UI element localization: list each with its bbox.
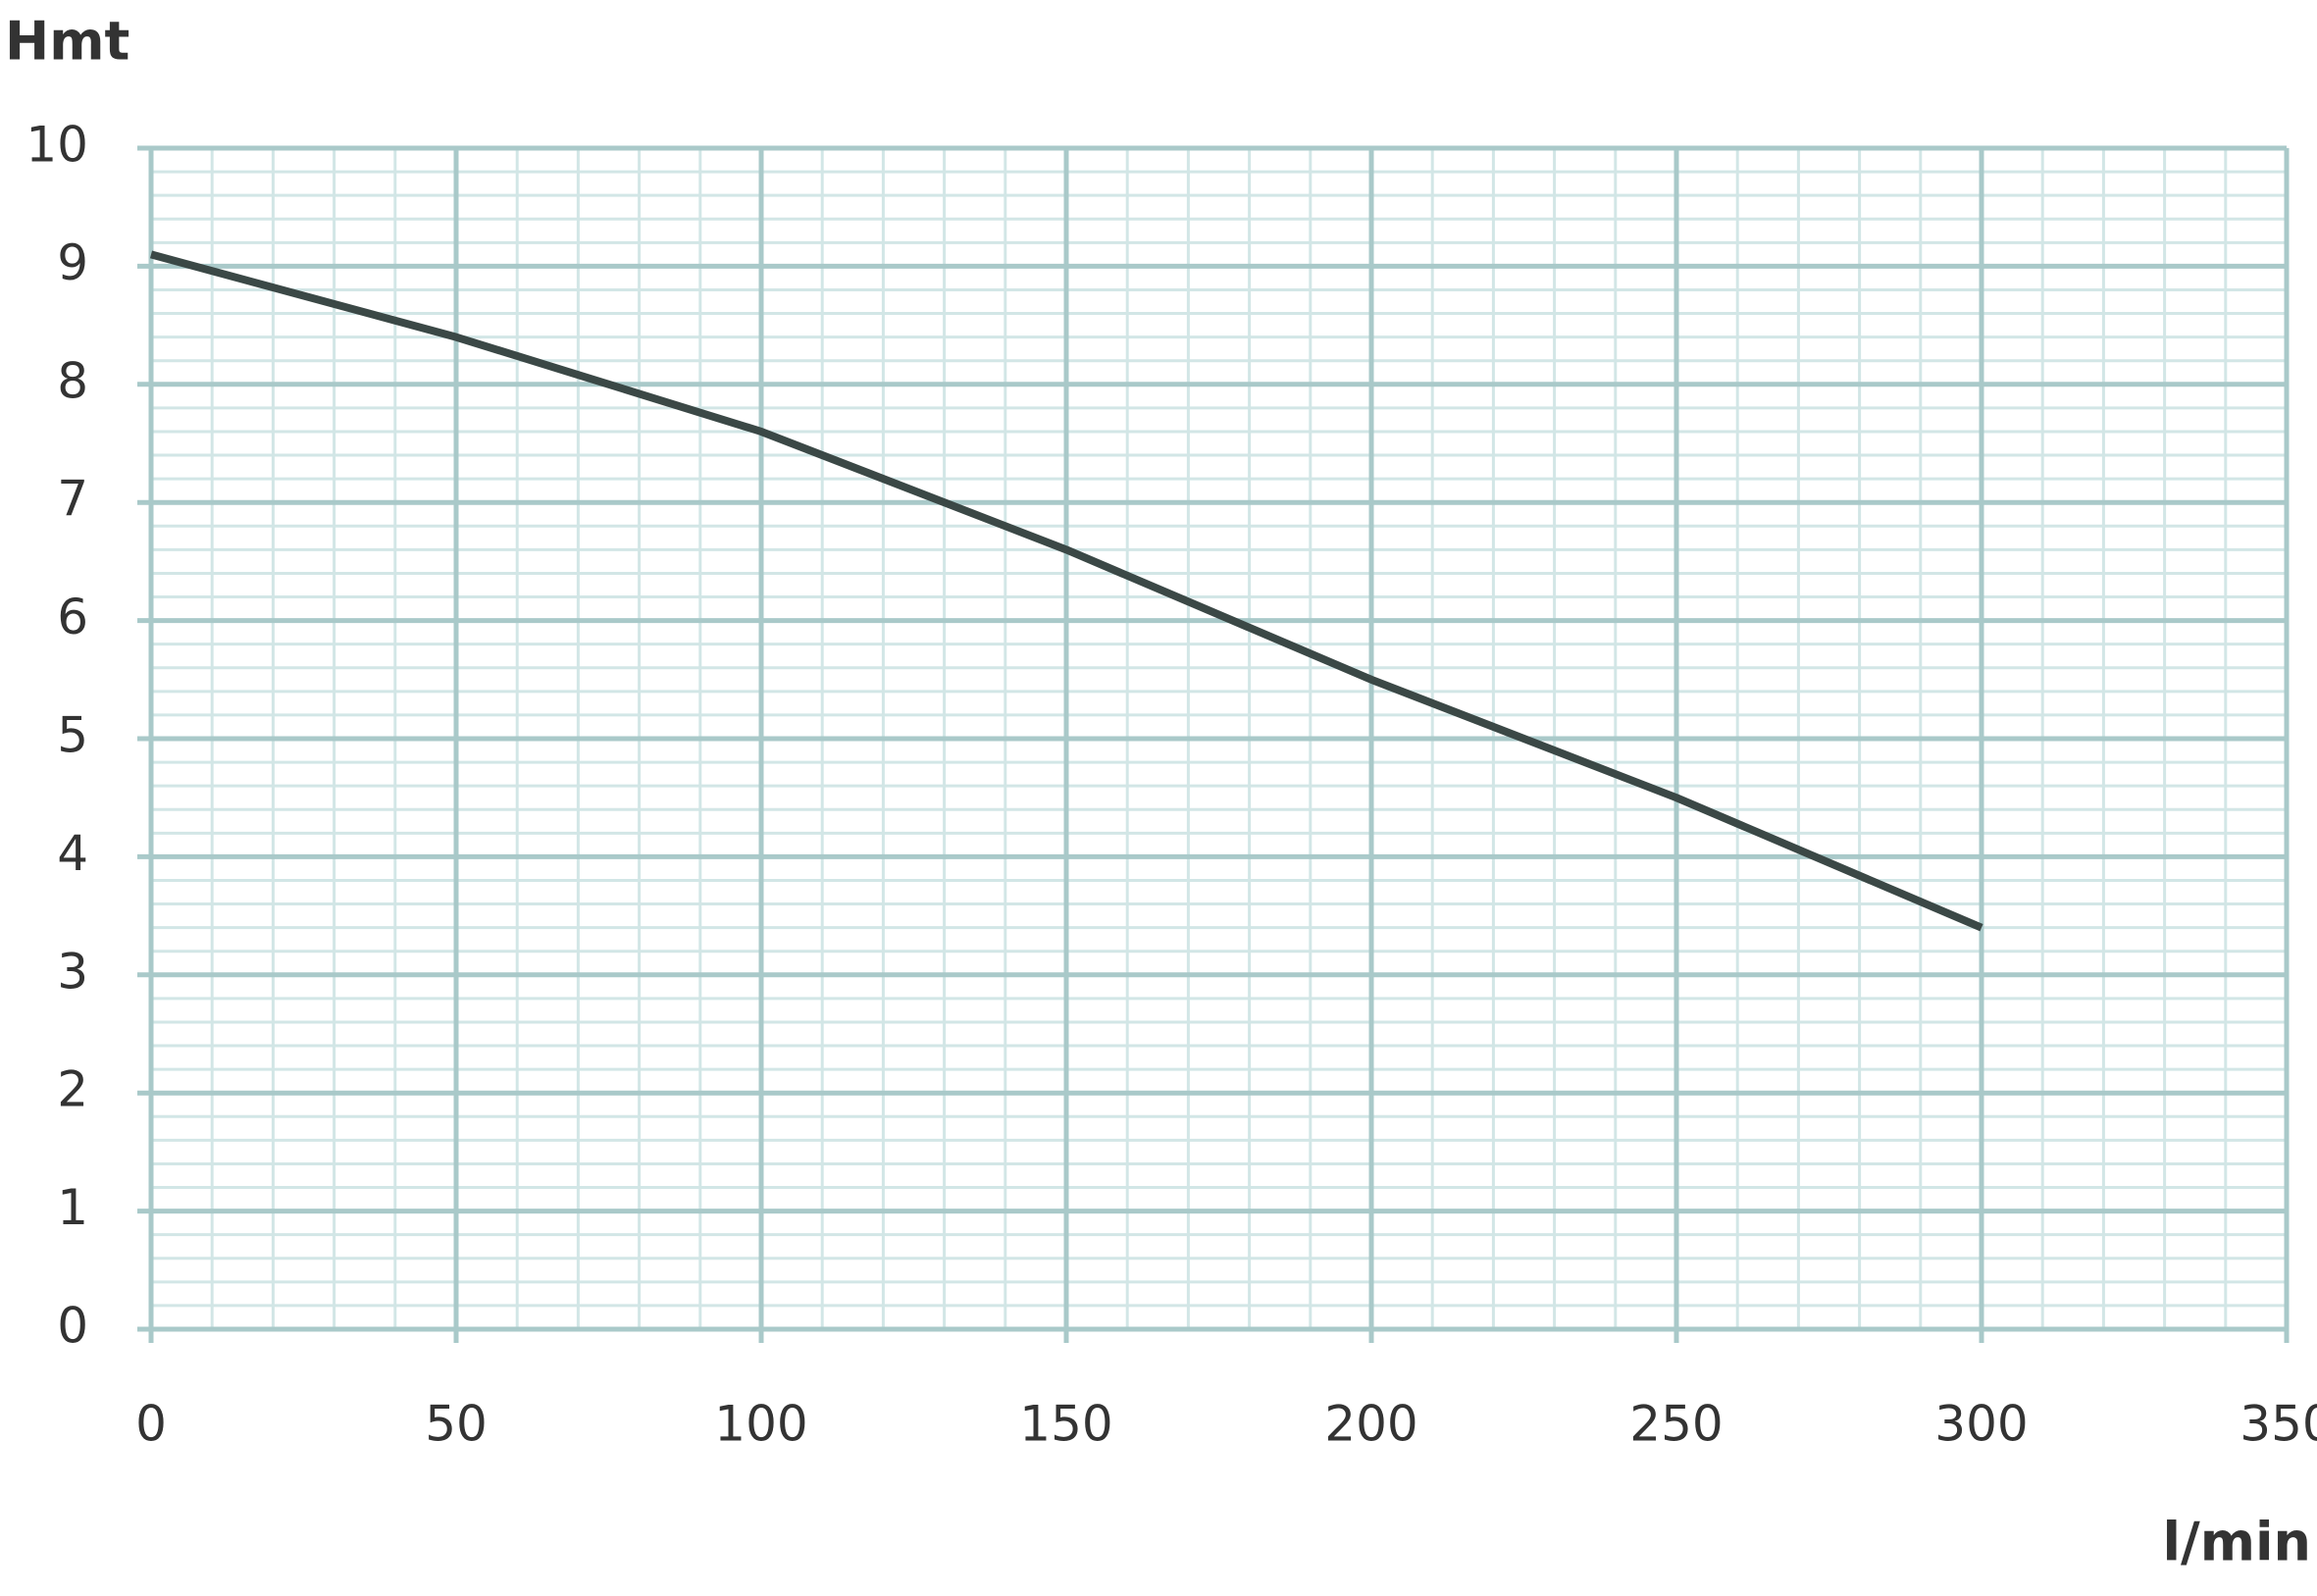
x-tick-label: 50 (425, 1396, 488, 1453)
data-line (149, 250, 1983, 932)
y-tick-label: 9 (57, 234, 88, 291)
x-tick-label: 100 (714, 1396, 807, 1453)
y-tick-label: 6 (57, 589, 88, 645)
y-tick-label: 1 (57, 1179, 88, 1236)
y-tick-label: 10 (26, 117, 88, 174)
x-tick-label: 0 (135, 1396, 167, 1453)
x-tick-label: 200 (1324, 1396, 1417, 1453)
y-tick-label: 8 (57, 352, 88, 409)
y-tick-label: 2 (57, 1061, 88, 1118)
x-tick-label: 150 (1019, 1396, 1112, 1453)
x-tick-label: 350 (2240, 1396, 2317, 1453)
x-axis-title: l/min (2163, 1512, 2311, 1573)
x-tick-label: 250 (1629, 1396, 1723, 1453)
y-tick-label: 7 (57, 471, 88, 528)
y-tick-label: 5 (57, 707, 88, 764)
y-tick-label: 0 (57, 1298, 88, 1355)
x-tick-label: 300 (1934, 1396, 2028, 1453)
y-tick-label: 4 (57, 825, 88, 882)
y-axis-title: Hmt (5, 11, 129, 73)
y-tick-label: 3 (57, 943, 88, 1000)
